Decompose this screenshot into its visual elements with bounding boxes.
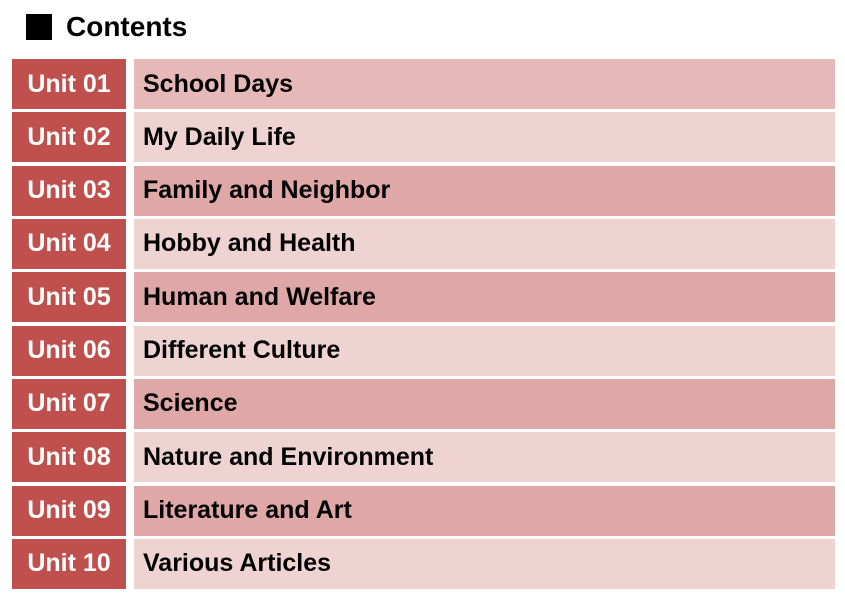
unit-number: Unit 09 xyxy=(12,485,126,536)
unit-title: Science xyxy=(134,378,835,429)
unit-number: Unit 02 xyxy=(12,112,126,163)
unit-title: Various Articles xyxy=(134,538,835,589)
unit-number: Unit 10 xyxy=(12,538,126,589)
list-item-unit-02[interactable]: Unit 02 My Daily Life xyxy=(12,112,835,163)
unit-title: Hobby and Health xyxy=(134,218,835,269)
list-item-unit-01[interactable]: Unit 01 School Days xyxy=(12,59,835,109)
unit-title: Family and Neighbor xyxy=(134,165,835,216)
unit-number: Unit 08 xyxy=(12,432,126,483)
page-title: Contents xyxy=(66,11,188,42)
unit-number: Unit 04 xyxy=(12,218,126,269)
list-item-unit-05[interactable]: Unit 05 Human and Welfare xyxy=(12,272,835,323)
list-item-unit-07[interactable]: Unit 07 Science xyxy=(12,378,835,429)
contents-list: Unit 01 School Days Unit 02 My Daily Lif… xyxy=(12,59,835,592)
contents-header: Contents xyxy=(26,10,187,44)
unit-title: Literature and Art xyxy=(134,485,835,536)
list-item-unit-10[interactable]: Unit 10 Various Articles xyxy=(12,538,835,589)
list-item-unit-09[interactable]: Unit 09 Literature and Art xyxy=(12,485,835,536)
unit-title: Nature and Environment xyxy=(134,432,835,483)
unit-number: Unit 06 xyxy=(12,325,126,376)
unit-number: Unit 05 xyxy=(12,272,126,323)
square-bullet-icon xyxy=(26,14,52,40)
unit-title: Human and Welfare xyxy=(134,272,835,323)
list-item-unit-08[interactable]: Unit 08 Nature and Environment xyxy=(12,432,835,483)
unit-number: Unit 07 xyxy=(12,378,126,429)
list-item-unit-04[interactable]: Unit 04 Hobby and Health xyxy=(12,218,835,269)
list-item-unit-03[interactable]: Unit 03 Family and Neighbor xyxy=(12,165,835,216)
unit-title: School Days xyxy=(134,59,835,109)
list-item-unit-06[interactable]: Unit 06 Different Culture xyxy=(12,325,835,376)
unit-title: My Daily Life xyxy=(134,112,835,163)
unit-number: Unit 01 xyxy=(12,59,126,109)
unit-number: Unit 03 xyxy=(12,165,126,216)
unit-title: Different Culture xyxy=(134,325,835,376)
